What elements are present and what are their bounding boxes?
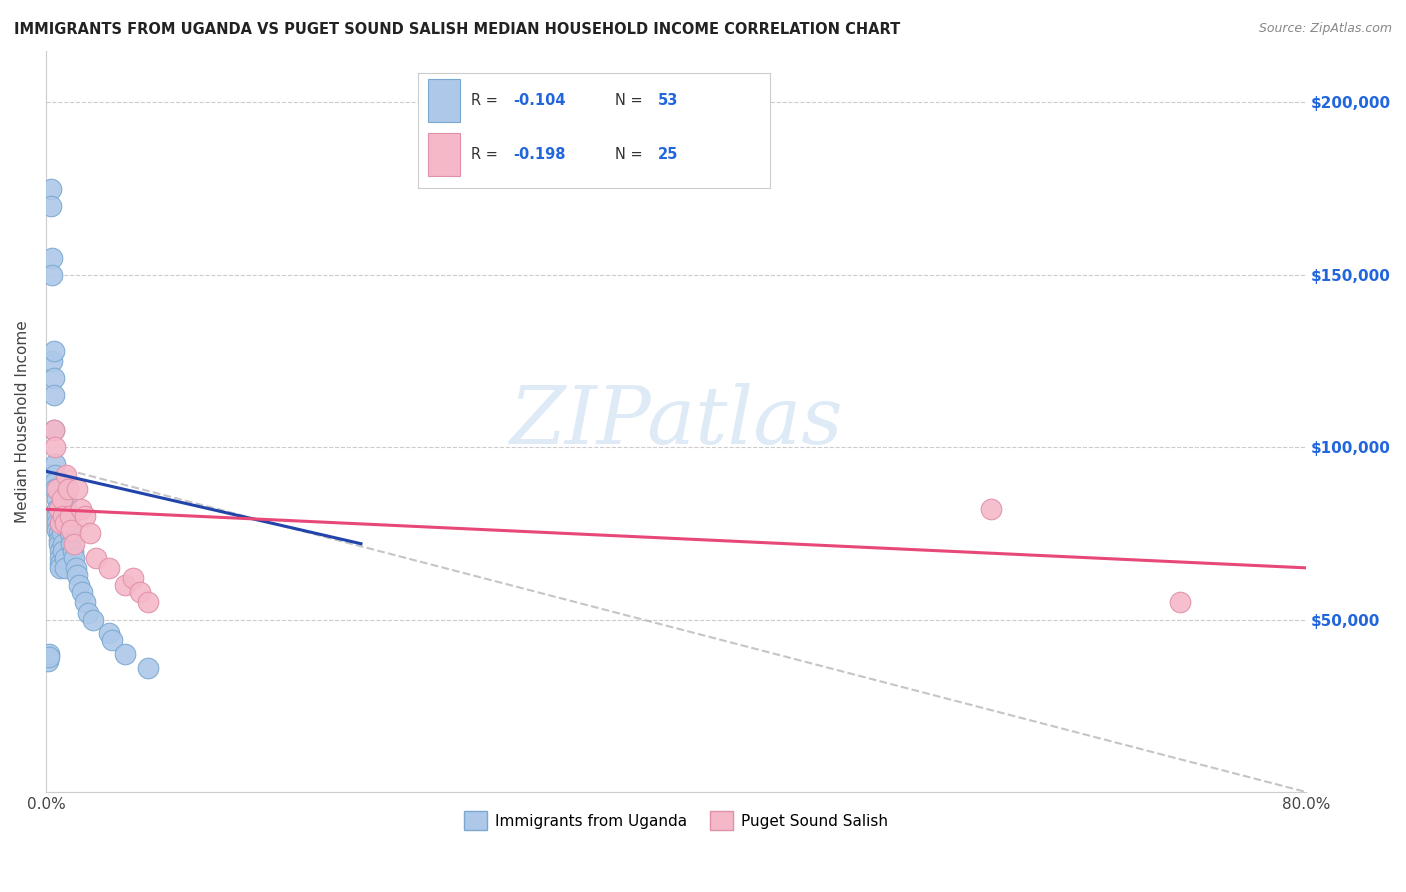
- Point: [46, 502, 69, 516]
- Point: [42, 423, 65, 437]
- Point: [48, 537, 70, 551]
- Point: [59, 509, 82, 524]
- Point: [53, 516, 76, 530]
- Point: [51, 509, 73, 524]
- Point: [41, 268, 63, 282]
- Point: [37, 654, 59, 668]
- Point: [46, 482, 69, 496]
- Point: [41, 251, 63, 265]
- Point: [66, 482, 89, 496]
- Point: [75, 509, 97, 524]
- Point: [1168, 595, 1191, 609]
- Point: [39, 181, 62, 195]
- Point: [39, 199, 62, 213]
- Text: IMMIGRANTS FROM UGANDA VS PUGET SOUND SALISH MEDIAN HOUSEHOLD INCOME CORRELATION: IMMIGRANTS FROM UGANDA VS PUGET SOUND SA…: [14, 22, 900, 37]
- Point: [55, 491, 77, 506]
- Point: [44, 440, 66, 454]
- Point: [138, 595, 160, 609]
- Point: [138, 661, 160, 675]
- Point: [49, 550, 72, 565]
- Point: [66, 567, 89, 582]
- Point: [114, 647, 136, 661]
- Point: [62, 543, 84, 558]
- Point: [46, 523, 69, 537]
- Point: [48, 526, 70, 541]
- Point: [70, 585, 93, 599]
- Point: [69, 502, 91, 516]
- Point: [101, 633, 124, 648]
- Point: [46, 516, 69, 530]
- Point: [48, 502, 70, 516]
- Point: [38, 650, 60, 665]
- Point: [42, 423, 65, 437]
- Point: [42, 371, 65, 385]
- Point: [59, 526, 82, 541]
- Point: [56, 482, 79, 496]
- Point: [63, 550, 86, 565]
- Legend: Immigrants from Uganda, Puget Sound Salish: Immigrants from Uganda, Puget Sound Sali…: [458, 805, 894, 836]
- Point: [77, 606, 100, 620]
- Point: [114, 578, 136, 592]
- Point: [49, 558, 72, 572]
- Point: [48, 533, 70, 548]
- Text: Source: ZipAtlas.com: Source: ZipAtlas.com: [1258, 22, 1392, 36]
- Point: [49, 516, 72, 530]
- Point: [46, 491, 69, 506]
- Point: [44, 458, 66, 472]
- Y-axis label: Median Household Income: Median Household Income: [15, 320, 30, 523]
- Point: [51, 491, 73, 506]
- Point: [65, 561, 87, 575]
- Point: [82, 613, 104, 627]
- Point: [60, 523, 83, 537]
- Point: [55, 467, 77, 482]
- Point: [121, 571, 143, 585]
- Point: [49, 543, 72, 558]
- Point: [980, 502, 1002, 516]
- Point: [63, 537, 86, 551]
- Text: ZIPatlas: ZIPatlas: [509, 383, 842, 460]
- Point: [51, 526, 73, 541]
- Point: [129, 585, 152, 599]
- Point: [79, 526, 101, 541]
- Point: [55, 502, 77, 516]
- Point: [60, 537, 83, 551]
- Point: [44, 482, 66, 496]
- Point: [52, 509, 75, 524]
- Point: [56, 516, 79, 530]
- Point: [53, 561, 76, 575]
- Point: [67, 578, 90, 592]
- Point: [52, 537, 75, 551]
- Point: [42, 343, 65, 358]
- Point: [42, 388, 65, 402]
- Point: [98, 561, 121, 575]
- Point: [46, 509, 69, 524]
- Point: [86, 550, 108, 565]
- Point: [52, 543, 75, 558]
- Point: [75, 595, 97, 609]
- Point: [98, 626, 121, 640]
- Point: [41, 354, 63, 368]
- Point: [44, 467, 66, 482]
- Point: [51, 516, 73, 530]
- Point: [38, 647, 60, 661]
- Point: [49, 561, 72, 575]
- Point: [44, 475, 66, 489]
- Point: [53, 550, 76, 565]
